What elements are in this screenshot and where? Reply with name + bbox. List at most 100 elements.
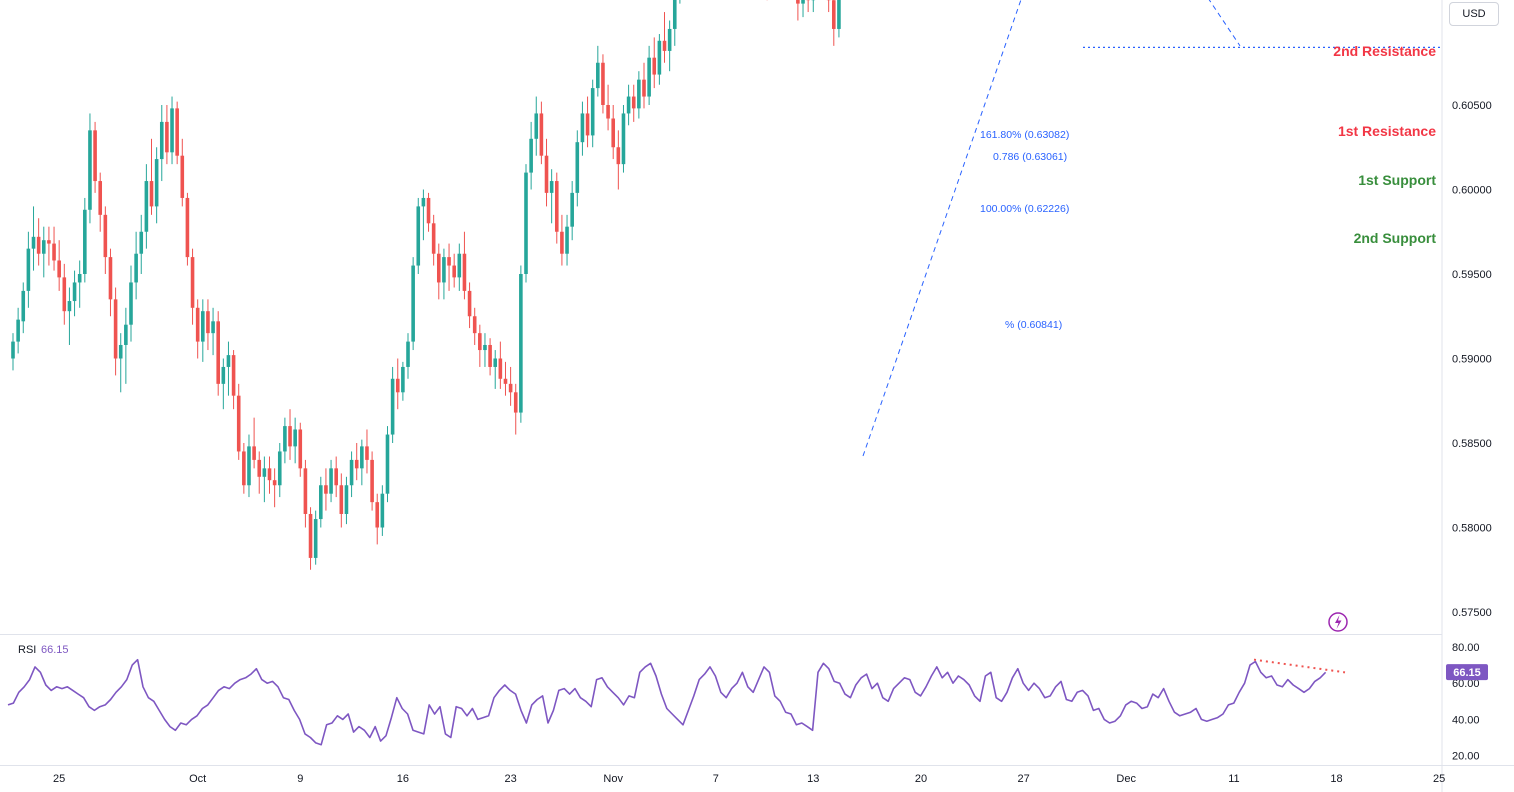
time-tick-label: Dec [1116,773,1136,785]
candle-body [165,121,169,153]
candle-body [395,378,400,393]
candle-body [329,468,333,494]
rsi-tick-label: 80.00 [1452,642,1480,654]
candle-body [493,358,498,367]
candle-body [67,301,72,312]
time-tick-label: 16 [397,773,409,785]
candle-body [308,513,313,558]
currency-button[interactable]: USD [1449,2,1499,26]
candle-body [108,257,113,300]
candle-body [467,290,472,317]
candle-body [606,105,610,119]
price-tick-label: 0.57500 [1452,607,1492,619]
candle-body [616,147,621,165]
lightning-icon-glyph [1335,615,1342,629]
candle-body [508,383,513,393]
fib-label: 0.786 (0.63061) [993,151,1067,163]
candle-body [298,429,303,469]
price-tick-label: 0.59000 [1452,354,1492,366]
candle-body [580,113,585,143]
time-tick-label: 18 [1330,773,1342,785]
candle-body [524,172,528,274]
candle-body [195,307,200,342]
candle-body [257,459,262,477]
candle-body [154,159,159,207]
candle-body [544,155,549,193]
candle-body [519,274,523,413]
candle-body [180,155,185,198]
price-tags: 0.640260.630780.625090.6182266.15 [1446,664,1488,681]
candle-body [554,181,559,232]
candle-body [93,130,97,182]
price-tick-label: 0.60500 [1452,100,1492,112]
candle-body [88,130,92,210]
candle-body [26,248,31,291]
candle-body [406,341,410,367]
candle-body [596,62,600,89]
time-tick-label: 25 [1433,773,1445,785]
candle-body [231,355,236,396]
candle-body [529,138,533,173]
candle-body [272,480,277,486]
candle-body [452,265,456,278]
candle-body [247,446,251,486]
candle-body [375,502,380,528]
rsi-name: RSI [18,644,36,656]
candle-body [72,282,77,302]
candle-body [47,240,51,244]
candle-body [498,358,503,379]
candle-body [242,451,246,486]
level-label: 1st Resistance [1338,123,1436,139]
level-label: 2nd Support [1354,230,1437,246]
candle-body [447,257,451,266]
candle-body [262,468,267,477]
candle-body [339,485,344,514]
candle-body [211,321,215,334]
candle-body [442,257,446,283]
candle-body [832,0,836,29]
candle-body [642,79,646,97]
time-tick-label: 11 [1228,773,1239,785]
candle-body [103,214,108,258]
candle-body [226,355,231,367]
candle-body [201,311,205,342]
candle-body [672,0,677,29]
level-label: 1st Support [1358,172,1436,188]
fib-swing-connector [862,0,1241,457]
candle-body [416,206,421,266]
candle-body [590,88,595,136]
candle-body [488,344,492,367]
rsi-tag: 66.15 [1453,667,1481,679]
candle-body [16,319,20,342]
candle-body [462,253,467,291]
candle-body [134,253,138,283]
candle-body [457,253,462,278]
candle-body [354,459,359,469]
candle-body [549,181,554,193]
candle-body [221,366,226,384]
candle-body [652,57,657,75]
candle-body [801,0,805,4]
candle-body [118,344,123,359]
candle-body [483,344,487,351]
candle-body [52,243,56,261]
candle-body [662,40,667,51]
rsi-value-label: 66.15 [41,644,69,656]
candle-body [575,142,580,193]
time-tick-label: 20 [915,773,927,785]
rsi-tick-label: 40.00 [1452,714,1480,726]
candle-body [124,324,128,345]
support-resistance-levels: 2nd Resistance 1st Resistance 1st Support 2… [1328,43,1437,632]
candle-body [170,108,174,153]
time-tick-label: 23 [504,773,516,785]
candle-body [293,429,297,447]
candle-body [503,378,508,384]
candle-body [349,459,354,486]
level-label: 2nd Resistance [1333,43,1436,59]
candle-body [288,426,292,447]
candle-body [360,446,364,469]
candle-body [647,57,651,97]
candle-body [83,209,87,274]
